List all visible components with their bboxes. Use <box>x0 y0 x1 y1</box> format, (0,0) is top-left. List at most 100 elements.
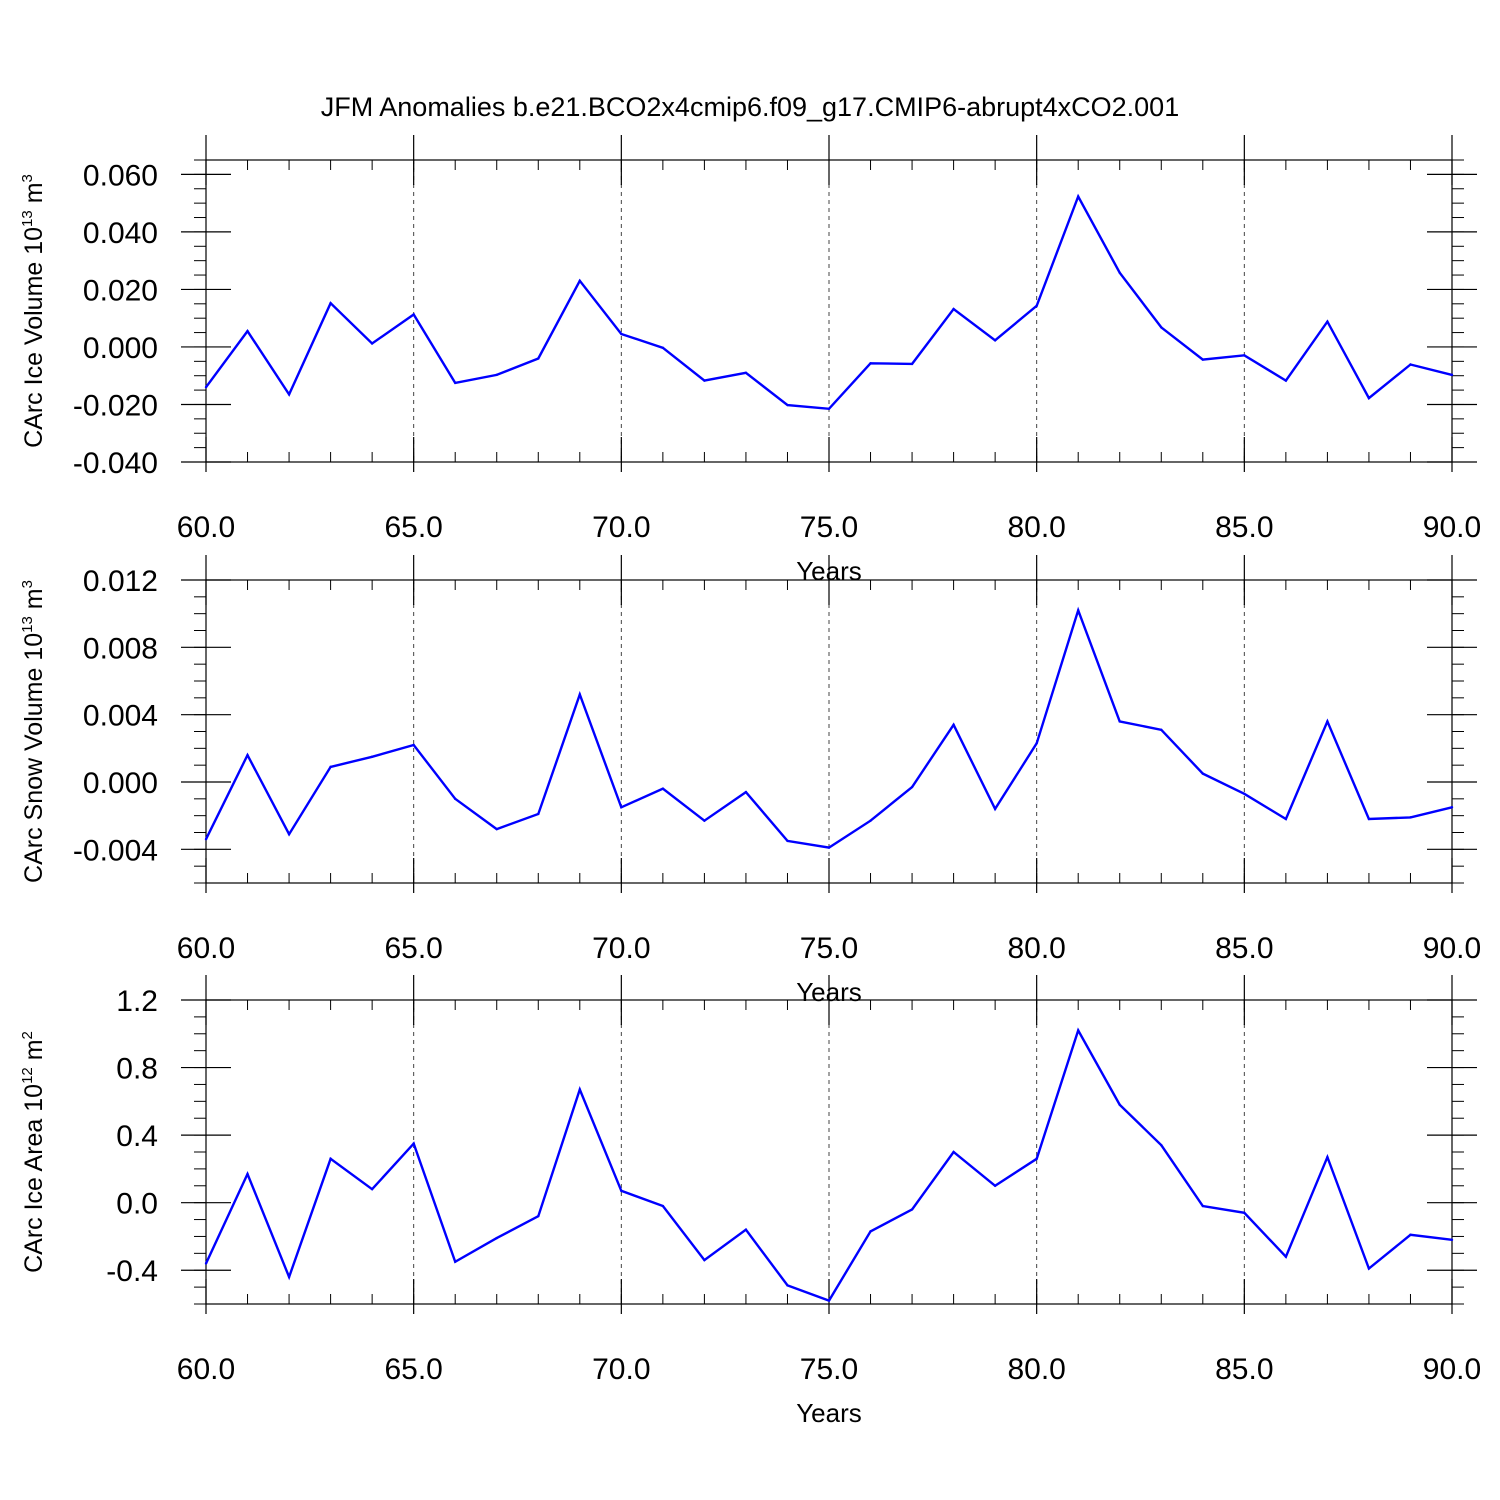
data-point <box>744 371 748 375</box>
y-tick-label: 0.004 <box>83 700 158 733</box>
data-point <box>869 362 872 365</box>
data-point <box>537 812 540 816</box>
data-point <box>1284 379 1288 382</box>
panel-snow-volume: 60.0 65.0 70.0 75.0 80.0 85.0 90.0Years-0.0040… <box>19 555 1481 1007</box>
data-point <box>287 832 291 836</box>
data-point <box>827 1299 831 1302</box>
x-tick-label: 60.0 <box>177 932 235 965</box>
data-point <box>1450 373 1454 377</box>
y-label-unit: m <box>20 182 48 210</box>
data-point <box>1077 195 1080 198</box>
y-tick-label: 0.000 <box>83 767 158 800</box>
data-point <box>370 755 374 758</box>
data-point <box>329 302 332 305</box>
y-tick-label: 0.012 <box>83 565 158 598</box>
x-tick-label: 80.0 <box>1007 1353 1065 1386</box>
data-point <box>1326 1155 1329 1159</box>
data-point <box>827 846 831 849</box>
data-point <box>1077 1029 1080 1032</box>
x-tick-label: 65.0 <box>384 1353 442 1386</box>
data-point <box>412 1142 415 1145</box>
data-point <box>578 1088 581 1091</box>
y-tick-label: 0.020 <box>83 274 158 307</box>
data-point <box>1326 720 1329 723</box>
data-point <box>1450 1238 1454 1242</box>
data-point <box>661 1204 665 1208</box>
data-point <box>287 393 291 396</box>
data-point <box>744 1228 748 1231</box>
x-tick-label: 90.0 <box>1423 1353 1481 1386</box>
data-point <box>1284 817 1288 821</box>
x-tick-label: 75.0 <box>800 511 858 544</box>
y-label-text: CArc Snow Volume 10 <box>20 633 48 883</box>
data-point <box>703 1258 706 1262</box>
data-point <box>993 807 997 811</box>
data-point <box>1284 1255 1288 1258</box>
panel-ice-volume: 60.0 65.0 70.0 75.0 80.0 85.0 90.0Years-0.040-… <box>19 135 1481 586</box>
data-point <box>246 329 249 333</box>
data-point <box>620 806 623 809</box>
data-point <box>1409 816 1412 819</box>
data-point <box>1160 326 1163 329</box>
data-point <box>620 1189 623 1193</box>
x-tick-label: 75.0 <box>800 932 858 965</box>
y-tick-label: 1.2 <box>116 985 158 1018</box>
y-label-unit-exponent: 3 <box>19 580 36 588</box>
y-tick-label: 0.000 <box>83 332 158 365</box>
y-label-unit: m <box>20 588 48 616</box>
data-point <box>537 357 540 360</box>
data-point <box>370 342 374 345</box>
data-point <box>204 386 208 389</box>
y-tick-label: -0.004 <box>73 834 158 867</box>
data-point <box>329 765 332 769</box>
data-point <box>910 362 914 366</box>
data-point <box>786 1284 789 1287</box>
data-point <box>454 797 457 801</box>
data-point <box>204 838 208 841</box>
data-point <box>1409 363 1412 366</box>
data-point <box>495 373 498 377</box>
data-point <box>661 346 665 350</box>
panel-ice-area: 60.0 65.0 70.0 75.0 80.0 85.0 90.0 Years -0.4 0.0… <box>19 975 1481 1428</box>
data-point <box>869 1230 872 1233</box>
y-label-unit: m <box>20 1039 48 1067</box>
x-tick-label: 65.0 <box>384 932 442 965</box>
data-point <box>246 1172 249 1176</box>
data-point <box>910 785 914 789</box>
data-point <box>1450 806 1454 809</box>
data-point <box>1035 742 1038 745</box>
y-label-exponent: 13 <box>19 210 36 227</box>
y-tick-label: -0.040 <box>73 447 158 480</box>
data-point <box>1243 354 1246 357</box>
data-point <box>287 1275 291 1279</box>
data-point <box>1201 1204 1205 1208</box>
data-point <box>495 1236 498 1240</box>
data-point <box>578 279 581 282</box>
data-point <box>370 1187 374 1191</box>
data-point <box>1367 396 1371 400</box>
y-tick-label: -0.020 <box>73 389 158 422</box>
x-tick-label: 70.0 <box>592 511 650 544</box>
y-label-exponent: 13 <box>19 616 36 633</box>
data-point <box>661 787 665 790</box>
x-tick-label: 70.0 <box>592 932 650 965</box>
y-axis-label: CArc Ice Area 1012 m2 <box>19 1031 48 1273</box>
data-point <box>1201 358 1205 361</box>
x-tick-label: 90.0 <box>1423 511 1481 544</box>
y-label-text: CArc Ice Volume 10 <box>20 227 48 448</box>
data-point <box>1243 1211 1246 1215</box>
data-point <box>454 381 457 385</box>
y-tick-label: 0.4 <box>116 1120 158 1153</box>
x-tick-label: 65.0 <box>384 511 442 544</box>
x-tick-label: 60.0 <box>177 1353 235 1386</box>
data-point <box>1201 772 1205 775</box>
x-tick-label: 85.0 <box>1215 1353 1273 1386</box>
data-point <box>1118 271 1121 274</box>
data-point <box>1160 1144 1163 1147</box>
data-point <box>246 753 249 757</box>
data-point <box>1243 792 1246 795</box>
figure-title: JFM Anomalies b.e21.BCO2x4cmip6.f09_g17.… <box>320 92 1180 122</box>
data-point <box>869 819 872 822</box>
x-tick-label: 75.0 <box>800 1353 858 1386</box>
